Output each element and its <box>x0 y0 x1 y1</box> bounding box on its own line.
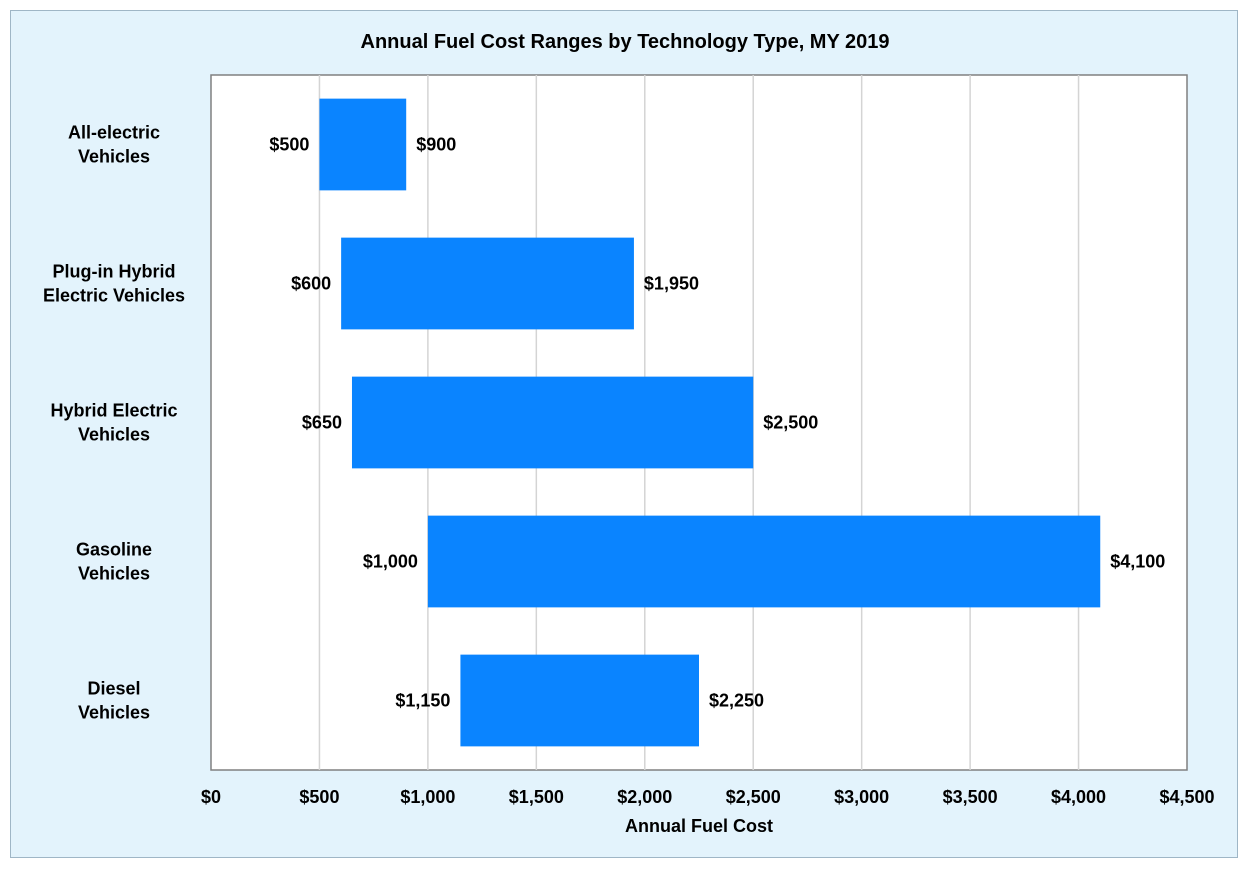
high-value-label: $900 <box>416 135 456 155</box>
high-value-label: $2,250 <box>709 691 764 711</box>
category-label: Vehicles <box>78 147 150 167</box>
high-value-label: $1,950 <box>644 274 699 294</box>
bars <box>319 98 1101 747</box>
range-bar <box>351 376 754 469</box>
category-label: Diesel <box>87 679 140 699</box>
category-label: Vehicles <box>78 703 150 723</box>
range-bar <box>460 654 699 747</box>
x-tick-label: $4,500 <box>1159 787 1214 807</box>
x-tick-labels: $0 $500 $1,000 $1,500 $2,000 $2,500 $3,000 $3,5… <box>201 787 1215 807</box>
category-label: Gasoline <box>76 540 152 560</box>
category-label: Electric Vehicles <box>43 286 185 306</box>
high-value-label: $2,500 <box>763 413 818 433</box>
category-label: Vehicles <box>78 425 150 445</box>
x-tick-label: $2,500 <box>726 787 781 807</box>
low-value-label: $600 <box>291 274 331 294</box>
category-label: Plug-in Hybrid <box>53 262 176 282</box>
x-tick-label: $1,500 <box>509 787 564 807</box>
low-value-label: $650 <box>302 413 342 433</box>
low-value-label: $500 <box>269 135 309 155</box>
category-label: Hybrid Electric <box>50 401 177 421</box>
low-value-label: $1,150 <box>395 691 450 711</box>
category-labels: All-electric Vehicles Plug-in Hybrid Electr… <box>43 123 185 723</box>
high-value-label: $4,100 <box>1110 552 1165 572</box>
x-tick-label: $1,000 <box>400 787 455 807</box>
x-tick-label: $3,000 <box>834 787 889 807</box>
x-tick-label: $3,500 <box>943 787 998 807</box>
x-tick-label: $500 <box>299 787 339 807</box>
range-bar <box>341 237 634 330</box>
x-axis-title: Annual Fuel Cost <box>625 816 773 836</box>
x-tick-label: $0 <box>201 787 221 807</box>
x-tick-label: $2,000 <box>617 787 672 807</box>
category-label: Vehicles <box>78 564 150 584</box>
x-tick-label: $4,000 <box>1051 787 1106 807</box>
chart-title: Annual Fuel Cost Ranges by Technology Ty… <box>361 31 890 53</box>
low-value-label: $1,000 <box>363 552 418 572</box>
data-labels: $500 $900 $600 $1,950 $650 $2,500 $1,000 $4,100… <box>269 135 1165 711</box>
range-bar <box>319 98 407 191</box>
range-bar <box>427 515 1101 608</box>
category-label: All-electric <box>68 123 160 143</box>
